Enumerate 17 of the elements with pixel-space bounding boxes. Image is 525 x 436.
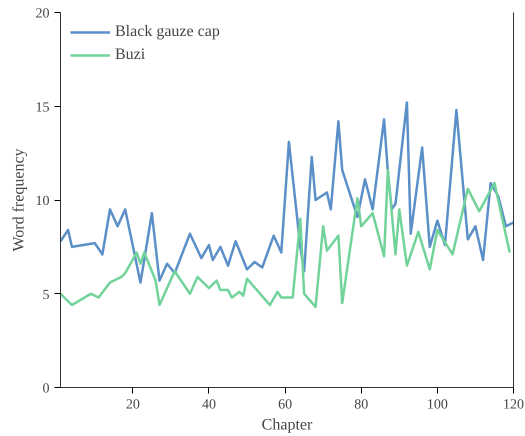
legend-label: Buzi xyxy=(115,46,146,64)
x-tick-label: 100 xyxy=(426,398,448,412)
x-axis-title: Chapter xyxy=(262,416,313,434)
y-axis-title: Word frequency xyxy=(10,148,28,252)
y-tick-label: 20 xyxy=(36,6,50,22)
y-tick-label: 0 xyxy=(42,382,50,396)
x-tick-label: 60 xyxy=(278,398,292,412)
legend-label: Black gauze cap xyxy=(115,23,220,41)
y-tick-label: 15 xyxy=(36,100,50,116)
line-series xyxy=(60,101,514,284)
line-series xyxy=(60,168,511,308)
y-tick-label: 5 xyxy=(42,288,50,303)
x-tick-label: 120 xyxy=(503,398,524,412)
x-tick-label: 20 xyxy=(126,398,140,412)
x-tick-label: 40 xyxy=(202,398,216,412)
y-tick-label: 10 xyxy=(36,194,50,209)
x-tick-label: 80 xyxy=(354,398,368,412)
